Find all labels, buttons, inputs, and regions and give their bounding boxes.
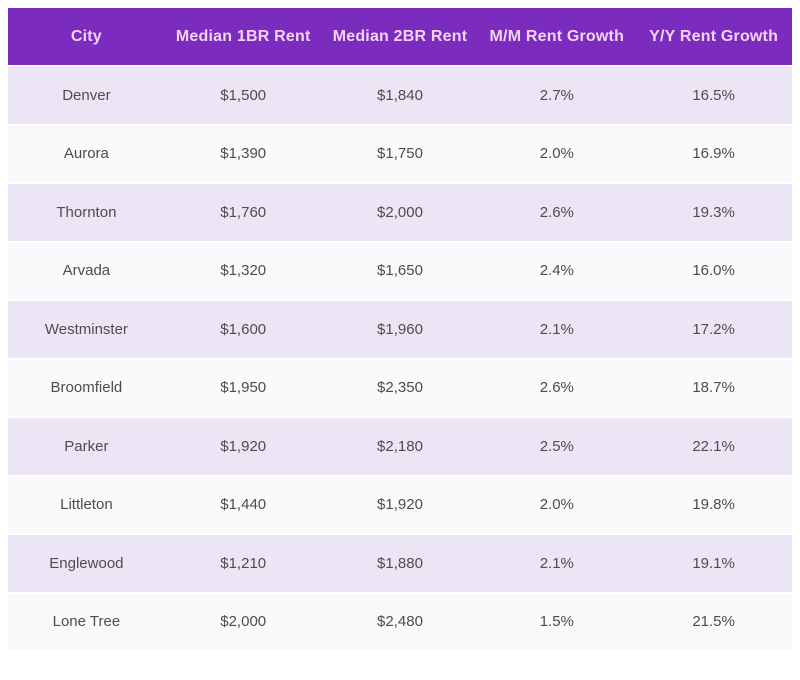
city-cell: Englewood [8,534,165,594]
table-row: Englewood $1,210 $1,880 2.1% 19.1% [8,534,792,594]
city-cell: Westminster [8,300,165,360]
value-cell: $1,960 [321,300,479,360]
value-cell: $2,000 [164,592,322,652]
value-cell: 19.3% [635,183,792,243]
value-cell: 17.2% [635,300,792,360]
city-cell: Aurora [8,124,165,184]
value-cell: $2,000 [321,183,479,243]
column-header-median-2br-rent: Median 2BR Rent [321,8,479,67]
value-cell: $2,480 [321,592,479,652]
value-cell: 16.9% [635,124,792,184]
table-body: Denver $1,500 $1,840 2.7% 16.5% Aurora $1,390 $… [8,66,792,652]
value-cell: $2,350 [321,358,479,418]
value-cell: $1,600 [164,300,322,360]
value-cell: 19.8% [635,475,792,535]
value-cell: 2.1% [478,534,636,594]
table-row: Aurora $1,390 $1,750 2.0% 16.9% [8,124,792,184]
table-row: Denver $1,500 $1,840 2.7% 16.5% [8,66,792,126]
city-cell: Lone Tree [8,592,165,652]
table-header: City Median 1BR Rent Median 2BR Rent M/M Re… [8,8,792,67]
table-row: Parker $1,920 $2,180 2.5% 22.1% [8,417,792,477]
value-cell: $1,390 [164,124,322,184]
value-cell: 2.0% [478,124,636,184]
value-cell: $1,920 [164,417,322,477]
table-row: Westminster $1,600 $1,960 2.1% 17.2% [8,300,792,360]
value-cell: 2.1% [478,300,636,360]
value-cell: $1,880 [321,534,479,594]
value-cell: 2.6% [478,358,636,418]
table-row: Broomfield $1,950 $2,350 2.6% 18.7% [8,358,792,418]
column-header-y-y-rent-growth: Y/Y Rent Growth [635,8,792,67]
city-cell: Thornton [8,183,165,243]
value-cell: $1,760 [164,183,322,243]
table-row: Lone Tree $2,000 $2,480 1.5% 21.5% [8,592,792,652]
value-cell: 2.7% [478,66,636,126]
rent-data-table-container: City Median 1BR Rent Median 2BR Rent M/M Re… [8,8,792,652]
value-cell: 22.1% [635,417,792,477]
value-cell: 18.7% [635,358,792,418]
value-cell: $1,210 [164,534,322,594]
value-cell: 2.5% [478,417,636,477]
table-row: Thornton $1,760 $2,000 2.6% 19.3% [8,183,792,243]
city-cell: Arvada [8,241,165,301]
value-cell: $1,920 [321,475,479,535]
value-cell: 16.5% [635,66,792,126]
city-cell: Parker [8,417,165,477]
value-cell: $1,950 [164,358,322,418]
value-cell: 2.4% [478,241,636,301]
value-cell: 2.6% [478,183,636,243]
value-cell: 21.5% [635,592,792,652]
city-cell: Littleton [8,475,165,535]
table-row: Littleton $1,440 $1,920 2.0% 19.8% [8,475,792,535]
column-header-m-m-rent-growth: M/M Rent Growth [478,8,636,67]
table-header-row: City Median 1BR Rent Median 2BR Rent M/M Re… [8,8,792,67]
column-header-city: City [8,8,165,67]
column-header-median-1br-rent: Median 1BR Rent [164,8,322,67]
value-cell: $2,180 [321,417,479,477]
value-cell: 1.5% [478,592,636,652]
value-cell: 19.1% [635,534,792,594]
value-cell: $1,650 [321,241,479,301]
value-cell: $1,750 [321,124,479,184]
value-cell: $1,840 [321,66,479,126]
value-cell: 2.0% [478,475,636,535]
value-cell: $1,320 [164,241,322,301]
city-cell: Denver [8,66,165,126]
value-cell: 16.0% [635,241,792,301]
rent-data-table: City Median 1BR Rent Median 2BR Rent M/M Re… [8,8,792,652]
value-cell: $1,440 [164,475,322,535]
table-row: Arvada $1,320 $1,650 2.4% 16.0% [8,241,792,301]
value-cell: $1,500 [164,66,322,126]
city-cell: Broomfield [8,358,165,418]
